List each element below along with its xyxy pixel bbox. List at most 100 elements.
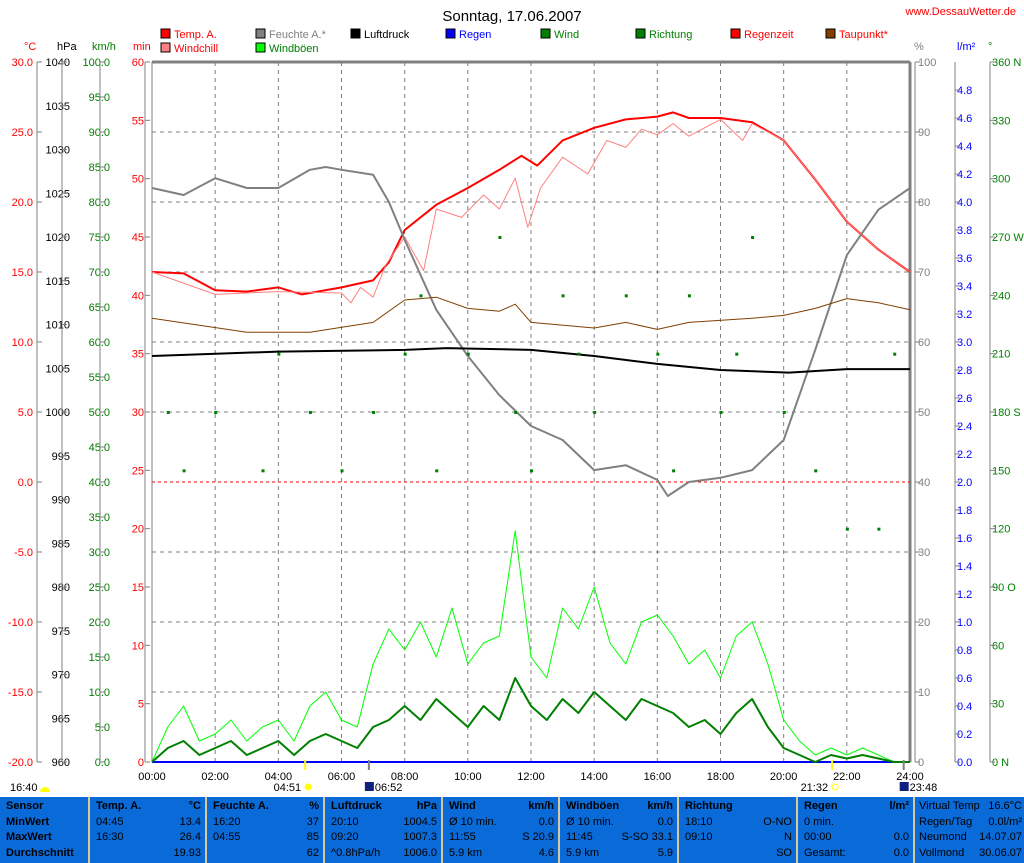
total-label: Gesamt: (804, 846, 846, 859)
axis-tick-direction: 180 S (992, 407, 1021, 419)
axis-tick-direction: 270 W (992, 232, 1024, 244)
axis-unit-pressure: hPa (57, 41, 77, 53)
series-luftdruck (151, 347, 910, 374)
legend-swatch (255, 28, 266, 39)
header: Regen (804, 800, 838, 812)
max-value: N (784, 831, 792, 843)
axis-tick-humidity: 10 (918, 687, 930, 699)
avg-value: 1006.0 (403, 846, 437, 859)
series-windb-en (151, 530, 910, 763)
unit: km/h (528, 800, 554, 812)
axis-tick-humidity: 0 (918, 757, 924, 769)
legend-label-0: Temp. A. (174, 29, 217, 41)
direction-point (498, 236, 502, 239)
axis-tick-rain: 1.2 (957, 589, 972, 601)
direction-point (845, 527, 849, 531)
axis-tick-rain: 4.2 (957, 169, 972, 181)
direction-point (782, 411, 786, 414)
sunrise-time: 04:51 (274, 782, 302, 794)
axis-tick-rain: 1.4 (957, 561, 972, 573)
axis-tick-rain: 2.0 (957, 477, 972, 489)
direction-point (735, 352, 739, 356)
axis-tick-minutes: 35 (132, 349, 144, 361)
value: 30.06.07 (979, 846, 1022, 859)
max-time: 04:55 (213, 831, 241, 843)
axis-tick-pressure: 995 (52, 451, 70, 463)
label: Virtual Temp (919, 800, 980, 812)
moonrise-time: 06:52 (375, 782, 403, 794)
axis-tick-pressure: 1020 (46, 232, 70, 244)
max-value: 0.0 (893, 831, 909, 843)
direction-point (530, 469, 533, 473)
axis-tick-speed: 25.0 (89, 582, 110, 594)
axis-tick-humidity: 90 (918, 127, 930, 139)
axis-tick-direction: 330 (992, 115, 1010, 127)
axis-tick-direction: 210 (992, 349, 1010, 361)
axis-tick-minutes: 0 (138, 757, 144, 769)
series-feuchte-a- (151, 166, 911, 497)
avg-value: 4.6 (538, 846, 554, 859)
axis-tick-speed: 100.0 (82, 57, 110, 69)
direction-point (308, 411, 312, 414)
series-wind (151, 677, 910, 763)
axis-tick-speed: 15.0 (89, 652, 110, 664)
sunset-time: 21:32 (801, 782, 829, 794)
direction-point (577, 352, 581, 356)
axis-tick-pressure: 1040 (46, 57, 70, 69)
direction-point (214, 411, 218, 414)
moonrise-icon (364, 782, 374, 791)
max-value: S-SO 33.1 (621, 831, 673, 843)
axis-unit-humidity: % (914, 41, 924, 53)
axis-tick-direction: 120 (992, 524, 1010, 536)
axis-tick-humidity: 20 (918, 617, 930, 629)
axis-tick-speed: 55.0 (89, 372, 110, 384)
label: Sensor (6, 800, 44, 812)
min-label: Ø 10 min. (449, 815, 497, 828)
value: 14.07.07 (979, 831, 1022, 843)
min-time: 18:10 (685, 815, 713, 828)
legend-label-5: Regen (459, 29, 491, 41)
min-time: 16:20 (213, 815, 241, 828)
axis-tick-rain: 3.2 (957, 309, 972, 321)
duration: 0 min. (804, 815, 834, 828)
header: Luftdruck (331, 800, 382, 812)
axis-tick-rain: 1.0 (957, 617, 972, 629)
x-tick-label: 16:00 (644, 771, 672, 783)
unit: l/m² (889, 800, 909, 812)
axis-tick-temp: -10.0 (8, 617, 33, 629)
direction-point (166, 411, 170, 414)
axis-tick-rain: 1.8 (957, 505, 972, 517)
direction-point (561, 294, 565, 298)
direction-point (261, 469, 265, 473)
axis-tick-rain: 3.6 (957, 253, 972, 265)
axis-tick-pressure: 960 (52, 757, 70, 769)
moonset-icon (899, 782, 909, 791)
x-tick-label: 22:00 (833, 771, 861, 783)
x-tick-label: 12:00 (517, 771, 545, 783)
min-value: 37 (306, 815, 319, 828)
sensor-column: Sensor MinWert MaxWert Durchschnitt (0, 797, 88, 863)
unit: km/h (647, 800, 673, 812)
pressure-column: Luftdruck hPa 20:10 1004.5 09:20 1007.3 ^0.… (323, 797, 441, 863)
legend-label-6: Wind (554, 29, 579, 41)
axis-tick-temp: -15.0 (8, 687, 33, 699)
header: Temp. A. (96, 800, 142, 812)
direction-point (624, 294, 628, 298)
axis-tick-speed: 75.0 (89, 232, 110, 244)
max-value: 26.4 (179, 831, 201, 843)
axis-tick-temp: -20.0 (8, 757, 33, 769)
legend-label-2: Feuchte A.* (269, 29, 327, 41)
axis-tick-speed: 65.0 (89, 302, 110, 314)
axis-tick-pressure: 1015 (46, 276, 70, 288)
direction-column: Richtung 18:10 O-NO 09:10 N SO (677, 797, 796, 863)
weather-chart: Sonntag, 17.06.2007 www.DessauWetter.de Te… (8, 6, 1024, 794)
humidity-column: Feuchte A.% 16:20 37 04:55 85 62 (205, 797, 323, 863)
x-tick-label: 06:00 (328, 771, 356, 783)
sun-icon (304, 783, 312, 791)
axis-tick-minutes: 45 (132, 232, 144, 244)
value: 0.0l/m² (988, 815, 1022, 828)
axis-tick-speed: 30.0 (89, 547, 110, 559)
axis-tick-rain: 2.8 (957, 365, 972, 377)
min-value: 0.0 (657, 815, 673, 828)
axis-tick-minutes: 20 (132, 524, 144, 536)
